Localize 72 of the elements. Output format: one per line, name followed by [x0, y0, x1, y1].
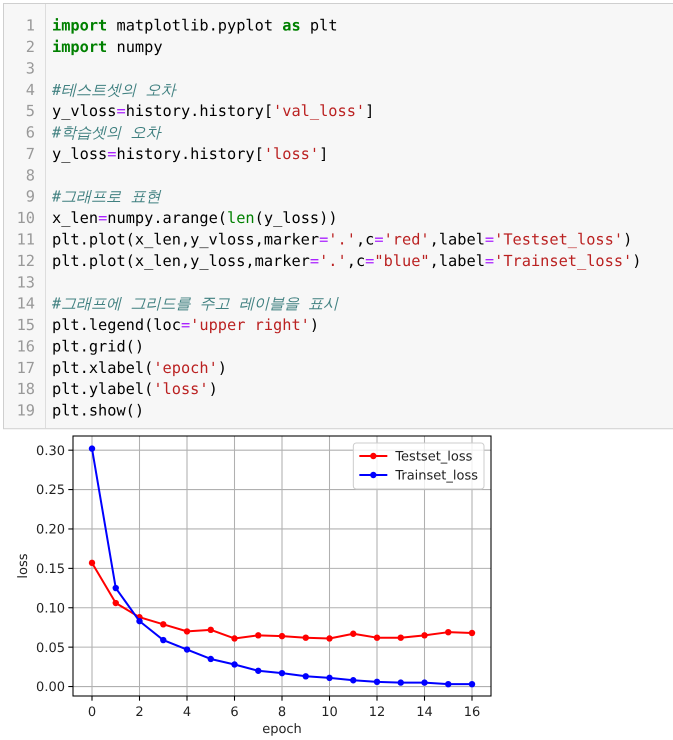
- point: [112, 584, 119, 592]
- point: [184, 628, 190, 635]
- code-line: 3: [26, 59, 35, 78]
- x-axis-title: epoch: [262, 722, 302, 737]
- y-tick-label: 0.10: [36, 601, 65, 616]
- point: [231, 661, 238, 668]
- point: [326, 674, 333, 682]
- code-line: 9 #그래프로 표현: [26, 188, 160, 206]
- point: [184, 646, 190, 653]
- point: [421, 679, 428, 686]
- code-line: 11 plt.plot(x_len,y_vloss,marker='.',c='red',label='Testset_loss'): [16, 230, 632, 248]
- code-line: 10 x_len=numpy.arange(len(y_loss)): [16, 209, 338, 228]
- y-tick-label: 0.05: [36, 640, 65, 656]
- x-tick-label: 10: [321, 705, 338, 720]
- point: [231, 635, 238, 642]
- code-line: 14 #그래프에 그리드를 주고 레이블을 표시: [16, 294, 338, 313]
- point: [302, 673, 309, 680]
- point: [255, 632, 262, 639]
- code-line: 8: [26, 166, 35, 184]
- code-line: 4 #테스트셋의 오차: [26, 80, 176, 99]
- point: [398, 679, 404, 686]
- x-tick-label: 6: [230, 705, 239, 720]
- code-line: 19 plt.show(): [16, 402, 144, 420]
- x-tick-label: 0: [88, 705, 96, 720]
- legend-label: Testset_loss: [394, 450, 473, 465]
- point: [88, 560, 96, 566]
- code-line: 1 import matplotlib.pyplot as plt: [26, 16, 338, 35]
- point: [208, 656, 214, 662]
- point: [208, 626, 214, 634]
- point: [374, 634, 380, 641]
- x-tick-label: 12: [368, 705, 386, 720]
- point: [398, 634, 404, 641]
- code-line: 6 #학습셋의 오차: [26, 124, 160, 142]
- x-tick-label: 4: [182, 705, 192, 720]
- x-tick-label: 16: [464, 705, 480, 720]
- point: [112, 600, 119, 606]
- y-tick-label: 0.25: [36, 483, 65, 498]
- point: [255, 668, 262, 674]
- code-line: 12 plt.plot(x_len,y_loss,marker='.',c="blue",label='Trainset_loss'): [16, 252, 642, 270]
- code-line: 5 y_vloss=history.history['val_loss']: [26, 102, 374, 120]
- legend-label: Trainset_loss: [394, 468, 478, 484]
- x-tick-label: 14: [416, 705, 433, 720]
- point: [278, 670, 286, 676]
- point: [278, 632, 286, 640]
- code-line: 2 import numpy: [26, 38, 163, 56]
- code-line: 7 y_loss=history.history['loss']: [26, 144, 328, 163]
- point: [350, 677, 356, 684]
- point: [136, 618, 143, 624]
- point: [468, 680, 476, 688]
- point: [160, 621, 166, 628]
- point: [445, 628, 452, 636]
- point: [374, 678, 380, 686]
- code-line: 13: [16, 273, 35, 292]
- y-tick-label: 0.15: [36, 562, 65, 577]
- code-line: 17 plt.xlabel('epoch'): [16, 358, 227, 377]
- code-line: 16 plt.grid(): [16, 337, 144, 356]
- y-axis-title: loss: [16, 553, 31, 579]
- y-tick-label: 0.30: [36, 444, 65, 459]
- x-tick-label: 2: [135, 705, 144, 720]
- point: [326, 635, 333, 642]
- point: [468, 630, 476, 636]
- point: [421, 632, 428, 639]
- code-line: 18 plt.ylabel('loss'): [16, 380, 218, 398]
- point: [302, 634, 309, 641]
- point: [445, 680, 452, 688]
- y-tick-label: 0.20: [36, 522, 65, 538]
- point: [350, 630, 356, 637]
- point: [160, 636, 166, 644]
- point: [88, 445, 96, 452]
- y-tick-label: 0.00: [36, 680, 65, 696]
- x-tick-label: 8: [278, 705, 286, 720]
- code-line: 15 plt.legend(loc='upper right'): [16, 316, 320, 334]
